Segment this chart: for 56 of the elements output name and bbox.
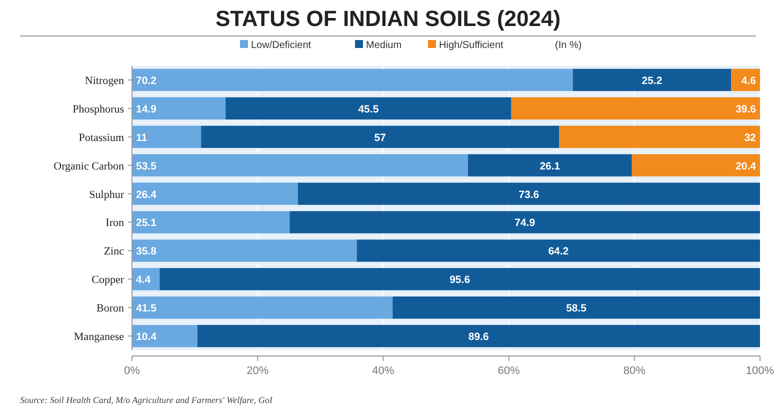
- data-label: 89.6: [468, 331, 490, 344]
- bar: [632, 154, 760, 176]
- bar: [132, 182, 298, 205]
- data-label: 70.2: [136, 74, 157, 87]
- bar: [468, 154, 632, 176]
- data-label: 10.4: [136, 331, 157, 344]
- bar: [572, 68, 732, 92]
- y-tick-label: Organic Carbon: [54, 160, 124, 172]
- data-label: 73.6: [518, 188, 540, 201]
- y-tick-label: Phosphorus: [72, 103, 124, 116]
- legend-label: High/Sufficient: [439, 40, 504, 51]
- data-label: 25.1: [136, 217, 157, 230]
- x-tick-label: 80%: [623, 365, 646, 377]
- data-label: 26.4: [136, 188, 157, 201]
- legend-label: Low/Deficient: [251, 40, 312, 51]
- data-label: 25.2: [642, 74, 662, 87]
- source-note: Source: Soil Health Card, M/o Agriculture and Farmers' Welfare, GoI: [20, 395, 274, 405]
- data-label: 41.5: [136, 302, 157, 315]
- bar: [559, 126, 760, 148]
- data-label: 39.6: [736, 103, 756, 116]
- y-tick-label: Nitrogen: [84, 74, 124, 87]
- x-tick-label: 0%: [124, 365, 140, 377]
- x-tick-label: 60%: [498, 365, 520, 377]
- data-label: 57: [374, 132, 386, 144]
- data-label: 95.6: [450, 274, 470, 286]
- data-label: 74.9: [514, 217, 536, 230]
- data-label: 4.6: [741, 74, 756, 87]
- bar: [132, 211, 290, 234]
- data-label: 4.4: [136, 274, 151, 286]
- x-tick-label: 40%: [372, 365, 394, 377]
- bar: [731, 68, 760, 92]
- y-tick-label: Iron: [106, 217, 124, 230]
- data-label: 14.9: [136, 103, 157, 116]
- y-tick-label: Copper: [92, 274, 124, 286]
- legend-label: Medium: [366, 40, 402, 51]
- data-label: 45.5: [358, 103, 379, 116]
- y-tick-label: Zinc: [104, 246, 124, 258]
- x-tick-label: 100%: [746, 365, 774, 377]
- data-label: 26.1: [540, 160, 560, 172]
- data-label: 58.5: [566, 302, 587, 315]
- bar: [132, 324, 198, 348]
- bar: [132, 97, 226, 120]
- x-tick-label: 20%: [246, 365, 269, 377]
- legend-title: (In %): [555, 40, 582, 51]
- y-tick-label: Sulphur: [89, 188, 124, 201]
- data-label: 35.8: [136, 246, 157, 258]
- y-tick-label: Boron: [96, 302, 124, 315]
- y-tick-label: Manganese: [74, 331, 124, 344]
- data-label: 32: [744, 132, 756, 144]
- data-label: 64.2: [548, 246, 569, 258]
- data-label: 11: [136, 132, 148, 144]
- bar: [132, 126, 202, 148]
- data-label: 20.4: [736, 160, 756, 172]
- chart-title: STATUS OF INDIAN SOILS (2024): [215, 6, 561, 31]
- y-tick-label: Potassium: [78, 132, 124, 144]
- data-label: 53.5: [136, 160, 157, 172]
